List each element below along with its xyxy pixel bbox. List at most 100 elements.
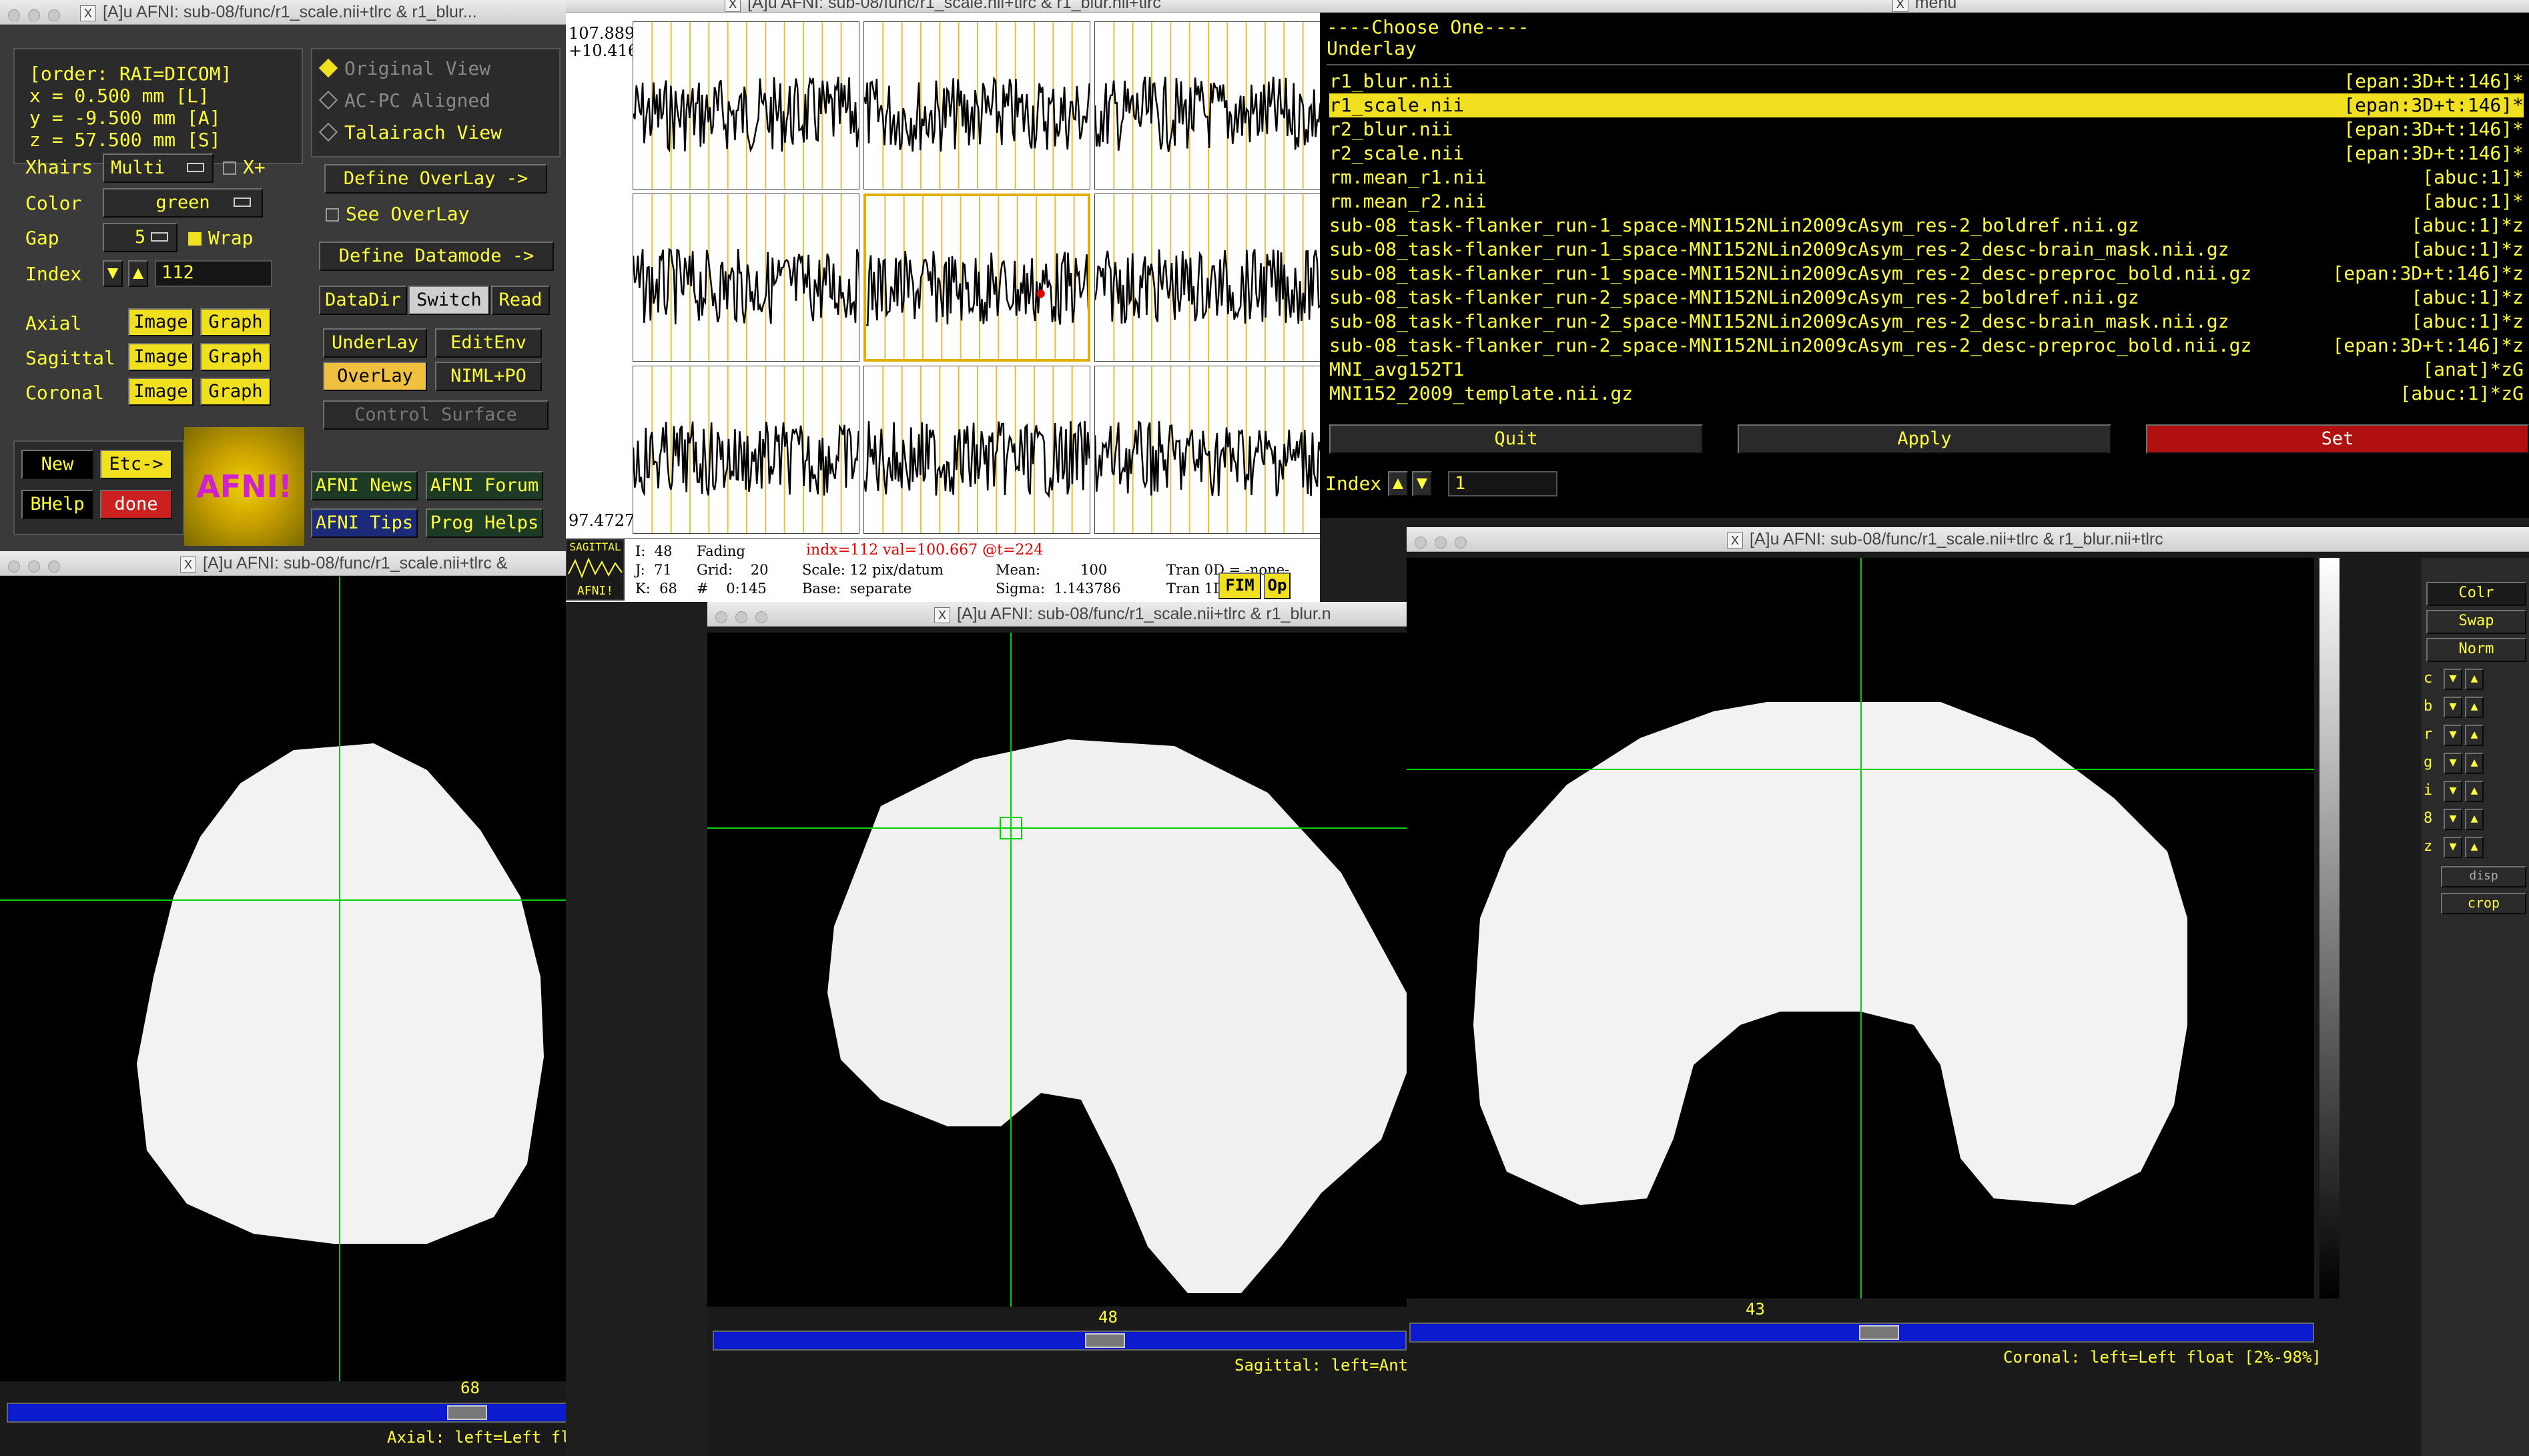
side-up-arrow-icon[interactable]: ▲	[2465, 781, 2484, 802]
side-up-arrow-icon[interactable]: ▲	[2465, 753, 2484, 774]
index-input[interactable]: 112	[155, 260, 272, 287]
view-talairach[interactable]: Talairach View	[318, 121, 502, 143]
coronal-colorbar[interactable]	[2319, 558, 2339, 1299]
minimize-dot-icon[interactable]	[28, 9, 40, 21]
close-dot-icon[interactable]	[8, 561, 20, 573]
graph-grid[interactable]	[633, 21, 1320, 534]
graph-cell[interactable]	[1094, 366, 1320, 534]
view-original[interactable]: Original View	[318, 57, 490, 79]
define-datamode-button[interactable]: Define Datamode ->	[319, 242, 554, 271]
close-dot-icon[interactable]	[715, 611, 727, 623]
graph-cell[interactable]	[1094, 194, 1320, 362]
side-up-arrow-icon[interactable]: ▲	[2465, 697, 2484, 718]
underlay-list-item[interactable]: rm.mean_r1.nii [abuc:1]*	[1329, 165, 2524, 190]
axial-slider-thumb[interactable]	[447, 1405, 487, 1420]
menu-index-input[interactable]: 1	[1448, 471, 1557, 496]
graph-cell[interactable]	[863, 21, 1090, 190]
niml-button[interactable]: NIML+PO	[435, 362, 542, 391]
view-acpc[interactable]: AC-PC Aligned	[318, 89, 490, 111]
underlay-list-item[interactable]: sub-08_task-flanker_run-1_space-MNI152NL…	[1329, 262, 2524, 286]
sagittal-slice-slider[interactable]	[713, 1331, 1407, 1351]
overlay-button[interactable]: OverLay	[323, 362, 427, 391]
quit-button[interactable]: Quit	[1329, 424, 1703, 454]
axial-image-button[interactable]: Image	[128, 308, 194, 336]
underlay-list-item[interactable]: sub-08_task-flanker_run-2_space-MNI152NL…	[1329, 334, 2524, 358]
afni-forum-button[interactable]: AFNI Forum	[426, 471, 543, 500]
underlay-list-item[interactable]: r1_blur.nii [epan:3D+t:146]*	[1329, 69, 2524, 93]
side-down-arrow-icon[interactable]: ▼	[2444, 781, 2462, 802]
menu-index-down-icon[interactable]: ▼	[1412, 471, 1432, 496]
zoom-dot-icon[interactable]	[48, 9, 60, 21]
close-dot-icon[interactable]	[8, 9, 20, 21]
coronal-image-button[interactable]: Image	[128, 378, 194, 406]
underlay-button[interactable]: UnderLay	[323, 328, 427, 358]
underlay-list-item[interactable]: rm.mean_r2.nii [abuc:1]*	[1329, 190, 2524, 214]
side-down-arrow-icon[interactable]: ▼	[2444, 725, 2462, 746]
gap-select[interactable]: 5	[103, 223, 177, 252]
axial-titlebar[interactable]: X [A]u AFNI: sub-08/func/r1_scale.nii+tlr…	[0, 551, 566, 576]
colr-button[interactable]: Colr	[2426, 582, 2526, 606]
side-up-arrow-icon[interactable]: ▲	[2465, 837, 2484, 858]
side-up-arrow-icon[interactable]: ▲	[2465, 809, 2484, 830]
controller-titlebar[interactable]: X [A]u AFNI: sub-08/func/r1_scale.nii+tlr…	[0, 0, 566, 25]
sagittal-slider-thumb[interactable]	[1085, 1333, 1125, 1348]
index-up-arrow-icon[interactable]: ▲	[128, 260, 148, 287]
define-overlay-button[interactable]: Define OverLay ->	[324, 164, 547, 194]
swap-button[interactable]: Swap	[2426, 610, 2526, 634]
wrap-toggle[interactable]: Wrap	[188, 227, 253, 249]
side-down-arrow-icon[interactable]: ▼	[2444, 697, 2462, 718]
close-dot-icon[interactable]	[1415, 536, 1427, 549]
coronal-slice-slider[interactable]	[1409, 1323, 2314, 1343]
side-down-arrow-icon[interactable]: ▼	[2444, 753, 2462, 774]
graph-cell[interactable]	[1094, 21, 1320, 190]
xplus-toggle[interactable]: X+	[223, 156, 266, 178]
bhelp-button[interactable]: BHelp	[21, 490, 93, 519]
zoom-dot-icon[interactable]	[1455, 536, 1467, 549]
underlay-list-item[interactable]: MNI152_2009_template.nii.gz [abuc:1]*zG	[1329, 382, 2524, 406]
axial-image[interactable]	[0, 577, 566, 1381]
minimize-dot-icon[interactable]	[28, 561, 40, 573]
read-button[interactable]: Read	[491, 286, 550, 315]
graph-cell[interactable]	[863, 194, 1090, 362]
sagittal-titlebar[interactable]: X [A]u AFNI: sub-08/func/r1_scale.nii+tlr…	[707, 602, 1407, 627]
underlay-list-item[interactable]: r2_scale.nii [epan:3D+t:146]*	[1329, 141, 2524, 165]
new-button[interactable]: New	[21, 450, 93, 479]
minimize-dot-icon[interactable]	[735, 611, 747, 623]
side-down-arrow-icon[interactable]: ▼	[2444, 669, 2462, 690]
side-up-arrow-icon[interactable]: ▲	[2465, 725, 2484, 746]
index-down-arrow-icon[interactable]: ▼	[103, 260, 123, 287]
afni-news-button[interactable]: AFNI News	[311, 471, 418, 500]
norm-button[interactable]: Norm	[2426, 638, 2526, 662]
control-surface-button[interactable]: Control Surface	[323, 400, 549, 430]
prog-helps-button[interactable]: Prog Helps	[426, 508, 543, 538]
axial-graph-button[interactable]: Graph	[200, 308, 271, 336]
fim-button[interactable]: FIM	[1218, 573, 1261, 599]
side-up-arrow-icon[interactable]: ▲	[2465, 669, 2484, 690]
set-button[interactable]: Set	[2146, 424, 2529, 454]
underlay-list-item[interactable]: MNI_avg152T1 [anat]*zG	[1329, 358, 2524, 382]
zoom-dot-icon[interactable]	[755, 611, 767, 623]
done-button[interactable]: done	[100, 490, 172, 519]
underlay-list-item[interactable]: sub-08_task-flanker_run-2_space-MNI152NL…	[1329, 286, 2524, 310]
opt-button[interactable]: Op	[1264, 573, 1291, 599]
coronal-slider-thumb[interactable]	[1859, 1325, 1899, 1340]
underlay-list-item[interactable]: r1_scale.nii [epan:3D+t:146]*	[1329, 93, 2524, 117]
graph-titlebar[interactable]: X [A]u AFNI: sub-08/func/r1_scale.nii+tlr…	[566, 0, 1320, 13]
sagittal-thumbnail[interactable]: SAGITTAL AFNI!	[566, 539, 625, 601]
menu-index-up-icon[interactable]: ▲	[1388, 471, 1408, 496]
underlay-list-item[interactable]: sub-08_task-flanker_run-2_space-MNI152NL…	[1329, 310, 2524, 334]
underlay-list-item[interactable]: r2_blur.nii [epan:3D+t:146]*	[1329, 117, 2524, 141]
coronal-graph-button[interactable]: Graph	[200, 378, 271, 406]
color-select[interactable]: green	[103, 188, 263, 218]
crop-button[interactable]: crop	[2441, 893, 2526, 914]
sagittal-graph-button[interactable]: Graph	[200, 343, 271, 371]
sagittal-image-button[interactable]: Image	[128, 343, 194, 371]
graph-cell[interactable]	[633, 194, 859, 362]
xhairs-select[interactable]: Multi	[103, 153, 214, 183]
editenv-button[interactable]: EditEnv	[435, 328, 542, 358]
etc-button[interactable]: Etc->	[100, 450, 172, 479]
disp-button[interactable]: disp	[2441, 866, 2526, 887]
graph-cell[interactable]	[633, 366, 859, 534]
datadir-button[interactable]: DataDir	[319, 286, 407, 315]
